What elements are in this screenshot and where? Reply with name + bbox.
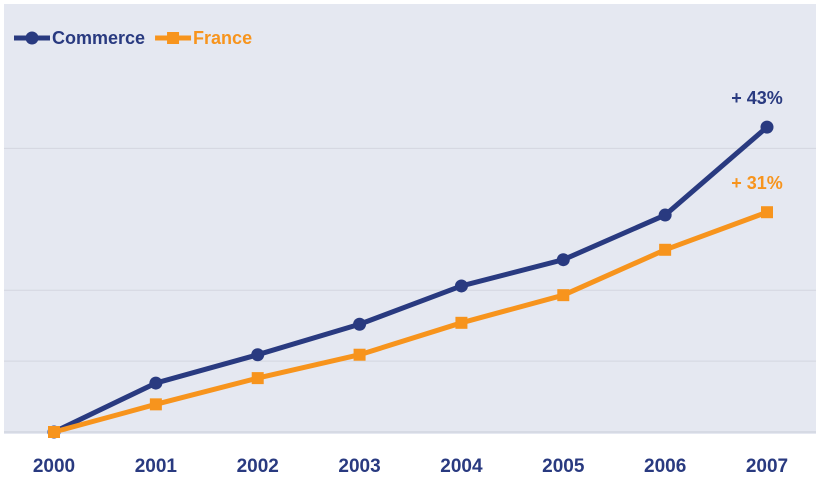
data-point <box>149 398 162 411</box>
data-point <box>149 376 163 390</box>
x-tick-label: 2001 <box>135 456 178 477</box>
x-tick-label: 2006 <box>644 456 686 477</box>
plot-background <box>4 4 816 434</box>
data-point <box>455 316 468 329</box>
data-point <box>48 426 60 438</box>
data-point <box>557 289 570 302</box>
data-point <box>353 348 366 361</box>
x-tick-label: 2004 <box>440 456 483 477</box>
data-label: + 43% <box>731 88 783 108</box>
legend-label: France <box>193 28 252 48</box>
data-point <box>454 279 468 293</box>
data-label: + 31% <box>731 173 783 193</box>
data-point <box>659 243 672 256</box>
legend-marker <box>25 31 39 45</box>
data-point <box>556 253 570 267</box>
x-tick-label: 2003 <box>338 456 380 477</box>
legend-marker <box>167 32 180 44</box>
x-tick-label: 2005 <box>542 456 585 477</box>
data-point <box>251 348 265 362</box>
legend-label: Commerce <box>52 28 145 48</box>
x-tick-label: 2000 <box>33 456 75 477</box>
data-point <box>353 317 367 331</box>
data-point <box>761 206 773 219</box>
series-line <box>52 125 769 435</box>
data-point <box>760 120 774 134</box>
data-point <box>658 208 672 222</box>
data-point <box>251 372 264 385</box>
x-tick-label: 2002 <box>237 456 279 477</box>
x-tick-label: 2007 <box>746 456 788 477</box>
series-line <box>53 209 768 435</box>
